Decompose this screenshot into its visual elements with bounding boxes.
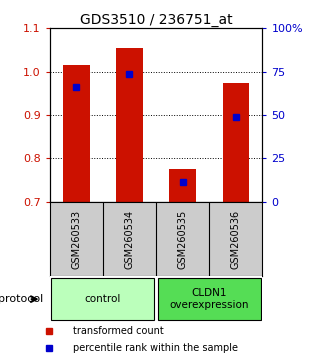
Text: protocol: protocol xyxy=(0,294,43,304)
Text: GSM260536: GSM260536 xyxy=(231,209,241,269)
FancyBboxPatch shape xyxy=(51,278,155,320)
Bar xyxy=(116,48,143,202)
Text: GSM260533: GSM260533 xyxy=(71,209,81,269)
Text: CLDN1
overexpression: CLDN1 overexpression xyxy=(170,288,249,310)
Bar xyxy=(222,82,249,202)
Bar xyxy=(169,169,196,202)
Bar xyxy=(63,65,90,202)
Text: control: control xyxy=(84,294,121,304)
Text: percentile rank within the sample: percentile rank within the sample xyxy=(73,343,238,353)
Text: GSM260535: GSM260535 xyxy=(178,209,188,269)
Title: GDS3510 / 236751_at: GDS3510 / 236751_at xyxy=(80,13,232,27)
Text: GSM260534: GSM260534 xyxy=(124,209,134,269)
Text: transformed count: transformed count xyxy=(73,326,164,336)
FancyBboxPatch shape xyxy=(157,278,261,320)
